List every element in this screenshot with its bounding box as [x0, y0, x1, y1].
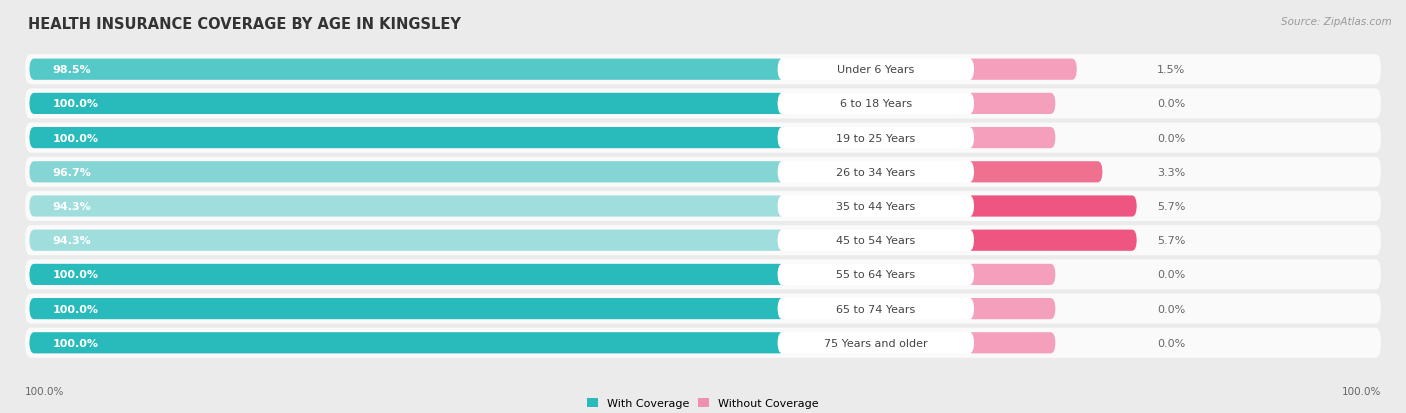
- Text: 94.3%: 94.3%: [52, 236, 91, 246]
- FancyBboxPatch shape: [25, 55, 1381, 85]
- FancyBboxPatch shape: [30, 332, 785, 354]
- FancyBboxPatch shape: [30, 264, 785, 285]
- Text: 0.0%: 0.0%: [1157, 270, 1185, 280]
- Text: Under 6 Years: Under 6 Years: [837, 65, 914, 75]
- FancyBboxPatch shape: [25, 157, 1381, 188]
- Text: 100.0%: 100.0%: [25, 387, 65, 396]
- FancyBboxPatch shape: [967, 162, 1102, 183]
- Text: 100.0%: 100.0%: [52, 338, 98, 348]
- Text: 98.5%: 98.5%: [52, 65, 91, 75]
- FancyBboxPatch shape: [967, 264, 1056, 285]
- FancyBboxPatch shape: [967, 128, 1056, 149]
- FancyBboxPatch shape: [778, 332, 974, 354]
- Text: 45 to 54 Years: 45 to 54 Years: [837, 236, 915, 246]
- FancyBboxPatch shape: [778, 162, 974, 183]
- FancyBboxPatch shape: [25, 328, 1381, 358]
- FancyBboxPatch shape: [967, 230, 1136, 251]
- FancyBboxPatch shape: [25, 123, 1381, 153]
- FancyBboxPatch shape: [25, 294, 1381, 324]
- FancyBboxPatch shape: [25, 89, 1381, 119]
- Text: 100.0%: 100.0%: [52, 133, 98, 143]
- FancyBboxPatch shape: [967, 94, 1056, 115]
- FancyBboxPatch shape: [30, 196, 785, 217]
- Text: 100.0%: 100.0%: [52, 304, 98, 314]
- FancyBboxPatch shape: [25, 225, 1381, 256]
- FancyBboxPatch shape: [30, 128, 785, 149]
- Text: 26 to 34 Years: 26 to 34 Years: [837, 167, 915, 177]
- Text: 6 to 18 Years: 6 to 18 Years: [839, 99, 912, 109]
- FancyBboxPatch shape: [778, 94, 974, 115]
- Text: 35 to 44 Years: 35 to 44 Years: [837, 202, 915, 211]
- Text: 94.3%: 94.3%: [52, 202, 91, 211]
- FancyBboxPatch shape: [778, 128, 974, 149]
- Text: 55 to 64 Years: 55 to 64 Years: [837, 270, 915, 280]
- FancyBboxPatch shape: [967, 332, 1056, 354]
- Text: Source: ZipAtlas.com: Source: ZipAtlas.com: [1281, 17, 1392, 26]
- Text: 0.0%: 0.0%: [1157, 304, 1185, 314]
- Text: HEALTH INSURANCE COVERAGE BY AGE IN KINGSLEY: HEALTH INSURANCE COVERAGE BY AGE IN KING…: [28, 17, 461, 31]
- FancyBboxPatch shape: [25, 192, 1381, 221]
- Text: 3.3%: 3.3%: [1157, 167, 1185, 177]
- Text: 5.7%: 5.7%: [1157, 236, 1185, 246]
- Text: 5.7%: 5.7%: [1157, 202, 1185, 211]
- Text: 96.7%: 96.7%: [52, 167, 91, 177]
- Text: 100.0%: 100.0%: [52, 270, 98, 280]
- Text: 0.0%: 0.0%: [1157, 338, 1185, 348]
- FancyBboxPatch shape: [778, 196, 974, 217]
- FancyBboxPatch shape: [30, 162, 785, 183]
- FancyBboxPatch shape: [778, 264, 974, 285]
- Text: 0.0%: 0.0%: [1157, 99, 1185, 109]
- FancyBboxPatch shape: [778, 59, 974, 81]
- Text: 0.0%: 0.0%: [1157, 133, 1185, 143]
- FancyBboxPatch shape: [30, 298, 785, 319]
- Text: 19 to 25 Years: 19 to 25 Years: [837, 133, 915, 143]
- FancyBboxPatch shape: [30, 94, 785, 115]
- Legend: With Coverage, Without Coverage: With Coverage, Without Coverage: [588, 398, 818, 408]
- FancyBboxPatch shape: [25, 260, 1381, 290]
- FancyBboxPatch shape: [967, 196, 1136, 217]
- FancyBboxPatch shape: [967, 298, 1056, 319]
- Text: 100.0%: 100.0%: [52, 99, 98, 109]
- FancyBboxPatch shape: [778, 298, 974, 319]
- Text: 65 to 74 Years: 65 to 74 Years: [837, 304, 915, 314]
- Text: 75 Years and older: 75 Years and older: [824, 338, 928, 348]
- FancyBboxPatch shape: [967, 59, 1077, 81]
- Text: 100.0%: 100.0%: [1341, 387, 1381, 396]
- FancyBboxPatch shape: [30, 59, 785, 81]
- FancyBboxPatch shape: [778, 230, 974, 251]
- FancyBboxPatch shape: [30, 230, 785, 251]
- Text: 1.5%: 1.5%: [1157, 65, 1185, 75]
